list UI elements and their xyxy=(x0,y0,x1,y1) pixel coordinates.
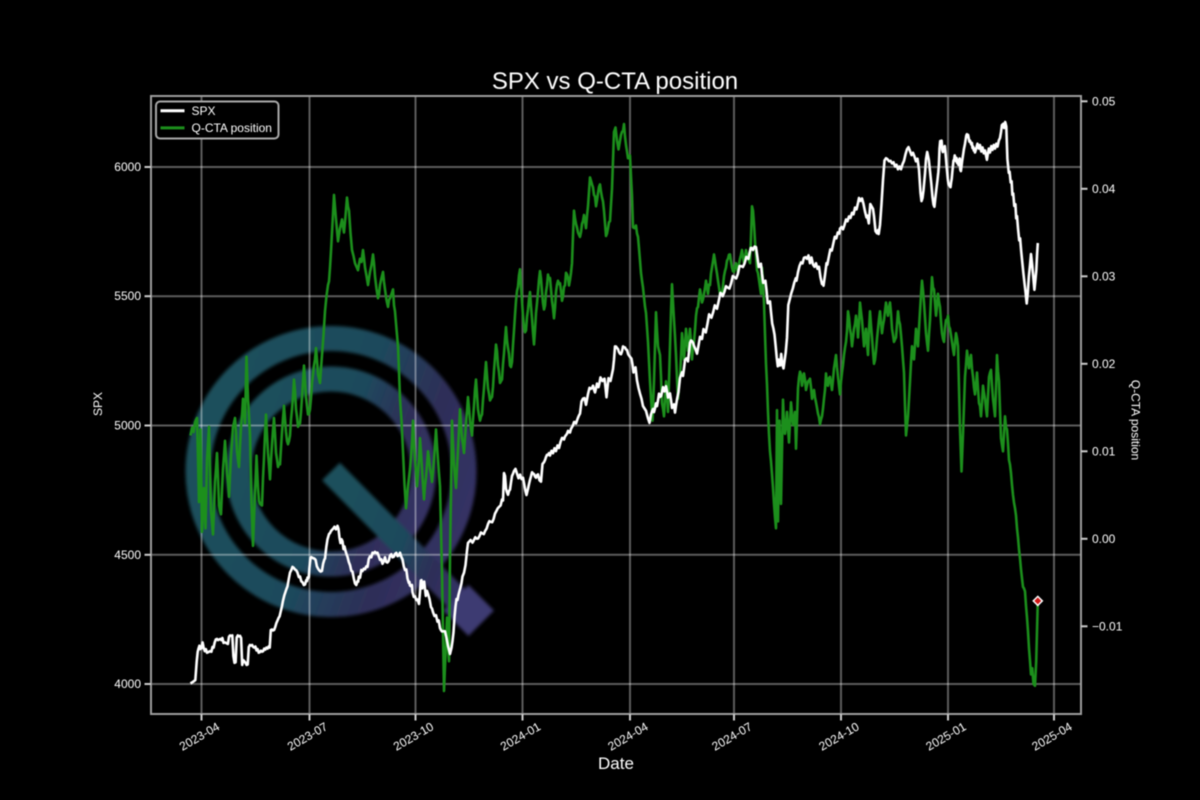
svg-text:0.03: 0.03 xyxy=(1092,269,1116,283)
svg-text:0.00: 0.00 xyxy=(1092,532,1116,546)
svg-text:0.05: 0.05 xyxy=(1092,94,1116,108)
svg-text:5000: 5000 xyxy=(114,419,141,433)
svg-text:4000: 4000 xyxy=(114,677,141,691)
svg-text:SPX vs Q-CTA position: SPX vs Q-CTA position xyxy=(492,68,738,95)
svg-text:0.02: 0.02 xyxy=(1092,357,1116,371)
svg-text:SPX: SPX xyxy=(192,104,216,118)
svg-text:0.04: 0.04 xyxy=(1092,182,1116,196)
svg-text:Q-CTA position: Q-CTA position xyxy=(192,121,272,135)
svg-text:−0.01: −0.01 xyxy=(1092,619,1123,633)
svg-text:Q-CTA position: Q-CTA position xyxy=(1129,380,1143,460)
svg-text:6000: 6000 xyxy=(114,160,141,174)
svg-text:0.01: 0.01 xyxy=(1092,444,1116,458)
svg-text:Date: Date xyxy=(598,754,634,773)
svg-text:4500: 4500 xyxy=(114,548,141,562)
svg-text:SPX: SPX xyxy=(91,392,105,416)
svg-text:5500: 5500 xyxy=(114,289,141,303)
